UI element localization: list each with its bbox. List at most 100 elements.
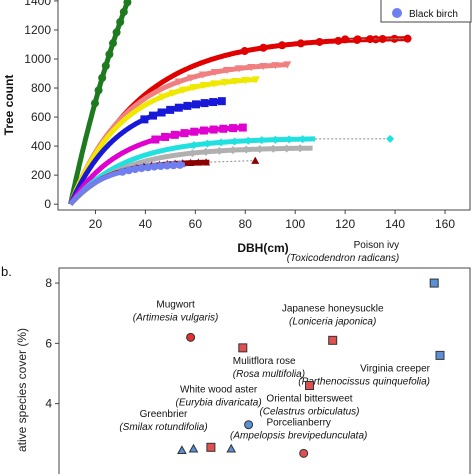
y-tick-label: 1200: [24, 23, 51, 37]
data-point: [148, 111, 157, 120]
species-oriental-bittersweet: Oriental bittersweet (Celastrus orbiculat…: [259, 381, 360, 418]
species-scientific-name: (Toxicodendron radicans): [287, 253, 399, 264]
x-tick-label: 20: [89, 217, 103, 231]
data-point: [137, 164, 146, 173]
data-point: [353, 35, 362, 44]
data-point: [194, 158, 203, 166]
legend-label-black-birch: Black birch: [409, 9, 458, 20]
data-point: [161, 132, 170, 141]
data-point: [186, 74, 195, 82]
y-axis-label-b: ative species cover (%): [15, 328, 29, 452]
x-tick-label: 120: [335, 217, 355, 231]
data-point: [240, 47, 249, 56]
data-point: [296, 144, 305, 153]
y-tick-label-b: 8: [45, 276, 52, 290]
data-point: [251, 76, 260, 84]
species-scientific-name: (Parthenocissus quinquefolia): [298, 376, 430, 387]
data-point: [175, 160, 184, 169]
data-point: [168, 89, 177, 97]
data-point: [298, 135, 307, 144]
data-point: [229, 124, 238, 133]
species-scientific-name: (Loniceria japonica): [289, 316, 376, 327]
data-point: [124, 166, 133, 175]
data-point: [123, 0, 132, 7]
y-tick-label: 200: [31, 168, 51, 182]
data-point: [315, 37, 324, 46]
data-point: [158, 93, 167, 101]
data-point: [215, 146, 224, 155]
species-common-name: Oriental bittersweet: [266, 394, 352, 405]
species-marker: [305, 381, 314, 391]
data-point: [210, 68, 219, 77]
data-point: [255, 145, 264, 154]
data-point: [180, 129, 189, 138]
data-point: [242, 145, 251, 154]
data-point: [190, 127, 199, 136]
data-point: [151, 135, 160, 144]
data-point: [219, 124, 228, 133]
data-point: [259, 43, 268, 52]
data-point: [179, 86, 188, 94]
x-tick-label: 60: [189, 217, 203, 231]
data-point: [220, 79, 229, 87]
data-point: [140, 115, 149, 124]
plot-a-frame: [57, 0, 471, 211]
data-point: [217, 97, 226, 106]
data-point: [119, 7, 128, 16]
data-point: [230, 137, 239, 146]
x-tick-label: 100: [285, 217, 305, 231]
data-point: [105, 50, 114, 59]
tree-count-chart: 0 200 400 600 800 1000 1200 1400 20 40 60 80 100 120…: [2, 0, 472, 255]
species-marker: [186, 332, 196, 342]
species-scientific-name: (Eurybia divaricata): [176, 398, 262, 409]
data-point: [191, 100, 200, 109]
data-point: [223, 66, 232, 75]
plot-b-frame: [58, 267, 471, 474]
data-point: [251, 156, 260, 164]
species-marker: [299, 448, 309, 458]
species-cover-chart: b. ative species cover (%) 4 6 8 Poison iv…: [1, 240, 471, 474]
data-point: [341, 35, 350, 44]
data-point: [386, 134, 395, 143]
data-point: [271, 135, 280, 144]
x-axis-label: DBH(cm): [237, 241, 288, 255]
data-point: [210, 80, 219, 88]
data-point: [98, 73, 107, 82]
y-tick-label: 800: [31, 81, 51, 95]
y-axis-ticks: 0 200 400 600 800 1000 1200 1400: [24, 0, 58, 211]
data-point: [90, 99, 99, 108]
data-point: [378, 34, 387, 43]
series-4: [68, 97, 226, 206]
data-point: [235, 65, 244, 73]
data-point: [199, 126, 208, 135]
y-axis-ticks-b: 4 6 8: [45, 276, 59, 411]
data-point: [94, 86, 103, 95]
series-6: [68, 134, 395, 206]
species-scientific-name: (Rosa multifolia): [233, 369, 305, 380]
data-point: [199, 82, 208, 90]
species-marker: [177, 445, 187, 455]
x-axis-ticks: 20 40 60 80 100 120 140 160: [89, 210, 455, 231]
species-porcelianberry: Porcelianberry (Ampelopsis brevipeduncula…: [230, 417, 367, 458]
species-white-wood-aster: White wood aster (Eurybia divaricata): [176, 385, 262, 430]
series-tail: [210, 160, 256, 163]
species-marker: [328, 335, 338, 345]
data-point: [156, 162, 165, 171]
data-point: [244, 136, 253, 145]
y-axis-label: Tree count: [2, 75, 16, 136]
data-point: [189, 141, 198, 150]
data-point: [188, 149, 197, 158]
data-point: [108, 39, 117, 48]
data-point: [101, 61, 110, 70]
x-tick-label: 160: [435, 217, 455, 231]
species-mulitflora-rose: Mulitflora rose (Rosa multifolia): [233, 343, 305, 380]
y-tick-label-b: 4: [45, 397, 52, 411]
data-point: [366, 35, 375, 44]
data-point: [284, 135, 293, 144]
series-0: [68, 0, 132, 205]
data-point: [282, 144, 291, 153]
data-point: [296, 39, 305, 48]
y-tick-label: 0: [44, 197, 51, 211]
y-tick-label: 600: [31, 110, 51, 124]
